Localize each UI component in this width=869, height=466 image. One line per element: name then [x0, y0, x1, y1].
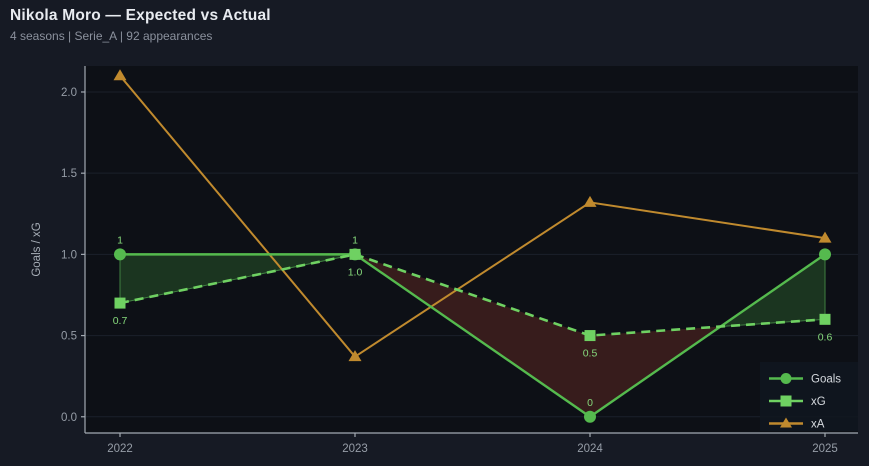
- goals-marker: [114, 248, 126, 261]
- legend-circle-icon: [780, 373, 792, 384]
- value-label: 1: [117, 234, 123, 246]
- y-tick-label: 1.5: [61, 168, 77, 180]
- xg-marker: [584, 330, 596, 342]
- y-tick-label: 1.0: [61, 249, 77, 261]
- xg-marker: [114, 297, 126, 309]
- x-tick-label: 2025: [812, 443, 838, 455]
- y-axis-title: Goals / xG: [31, 222, 43, 276]
- legend-square-icon: [780, 395, 792, 407]
- chart-subtitle: 4 seasons | Serie_A | 92 appearances: [10, 29, 213, 43]
- x-tick-label: 2024: [577, 443, 603, 455]
- legend-item-xa: xA: [769, 417, 825, 431]
- value-label: 0.7: [113, 315, 128, 327]
- xa-marker: [818, 231, 832, 243]
- xg-marker: [349, 248, 361, 260]
- value-label: 1: [352, 234, 358, 246]
- value-label: 0: [587, 397, 593, 409]
- xa-marker: [583, 195, 597, 207]
- legend-box: [760, 362, 858, 431]
- legend-label: xA: [811, 419, 825, 431]
- legend: Goals xG xA: [760, 362, 858, 431]
- y-tick-label: 2.0: [61, 87, 77, 99]
- legend-triangle-icon: [780, 417, 792, 428]
- x-tick-label: 2022: [107, 443, 133, 455]
- x-tick-label: 2023: [342, 443, 368, 455]
- legend-label: Goals: [811, 374, 841, 386]
- chart-title: Nikola Moro — Expected vs Actual: [10, 7, 271, 24]
- value-label: 0.5: [583, 348, 598, 360]
- xa-marker: [348, 350, 362, 362]
- y-tick-label: 0.0: [61, 412, 77, 424]
- goals-marker: [819, 248, 831, 261]
- legend-label: xG: [811, 396, 826, 408]
- xa-marker: [113, 69, 127, 81]
- xg-line: [119, 253, 826, 337]
- xg-marker: [819, 313, 831, 325]
- legend-item-xg: xG: [769, 395, 826, 408]
- xa-line: [119, 75, 826, 359]
- goals-line: [120, 253, 826, 419]
- y-tick-label: 0.5: [61, 331, 77, 343]
- goals-marker: [584, 410, 596, 423]
- value-label: 1.0: [348, 266, 363, 278]
- plot-area: [85, 66, 858, 433]
- value-label: 0.6: [818, 331, 833, 343]
- legend-item-goals: Goals: [769, 373, 841, 386]
